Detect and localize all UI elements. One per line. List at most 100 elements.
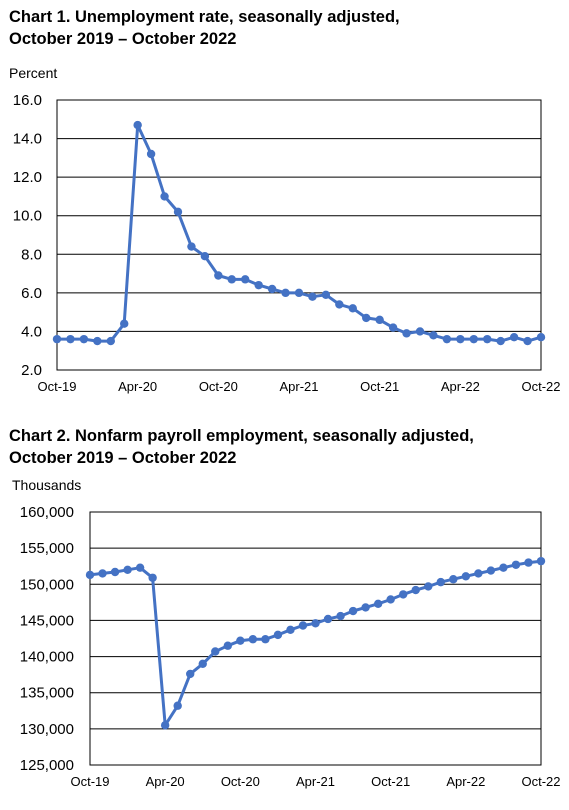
chart2-y-tick-label: 135,000 (20, 685, 74, 702)
chart2-data-point (236, 636, 245, 645)
chart2-data-point (323, 614, 333, 624)
chart2-title-line1: Chart 2. Nonfarm payroll employment, sea… (9, 427, 474, 445)
chart2-data-point (223, 641, 233, 650)
chart1-data-point (388, 323, 398, 332)
chart1-x-tick-label: Apr-22 (441, 379, 480, 394)
chart2-data-point (449, 575, 458, 584)
chart2-data-point (286, 625, 295, 635)
chart1-data-point (160, 192, 169, 201)
chart2-y-unit: Thousands (12, 477, 82, 493)
chart2-data-point (499, 563, 508, 572)
chart2-title: Chart 2. Nonfarm payroll employment, sea… (9, 425, 474, 469)
chart1-data-point (496, 336, 505, 346)
chart2-data-point (173, 701, 182, 710)
chart2-y-tick-label: 125,000 (20, 757, 74, 774)
chart2-data-point (98, 569, 107, 578)
chart2-data-point (424, 582, 433, 591)
chart2-data-point (461, 572, 471, 581)
chart2-data-point (336, 611, 345, 621)
chart1-data-point (469, 334, 478, 344)
chart2-data-point (298, 621, 308, 630)
chart2-x-tick-label: Oct-19 (70, 774, 109, 789)
chart1-data-point (429, 331, 438, 340)
chart1-data-point (308, 292, 317, 301)
chart2-data-point (373, 599, 383, 609)
chart1-title-line1: Chart 1. Unemployment rate, seasonally a… (9, 8, 400, 26)
chart1-data-point (133, 120, 142, 130)
chart1-data-point (227, 275, 236, 284)
chart1-data-point (254, 280, 263, 290)
chart1-data-point (536, 333, 546, 342)
chart2-x-tick-label: Oct-22 (521, 774, 560, 789)
chart2-data-point (436, 577, 445, 587)
chart1-y-tick-label: 6.0 (21, 285, 42, 302)
chart1-data-point (214, 271, 223, 280)
chart2-data-point (311, 619, 320, 628)
chart1-data-point (52, 334, 62, 344)
chart1-data-point (456, 334, 465, 344)
chart1-plot: 2.0 4.0 6.0 8.0 10.0 12.0 14.0 16.0 Oct-19 Apr-20… (13, 92, 561, 394)
chart2-data-point (486, 566, 496, 575)
chart2-data-point (110, 567, 120, 577)
chart2-y-tick-label: 150,000 (20, 576, 74, 593)
chart2-data-point (160, 721, 170, 730)
chart2-data-point (386, 595, 395, 604)
chart2-data-point (411, 585, 420, 595)
chart2-series-line (89, 559, 542, 727)
chart1-data-point (483, 334, 492, 344)
chart1-data-point (294, 288, 304, 298)
chart1-x-tick-label: Apr-21 (279, 379, 318, 394)
chart2-data-point (273, 630, 283, 640)
chart2-y-tick-label: 145,000 (20, 612, 74, 629)
chart1-data-point (267, 284, 277, 294)
chart2-data-point (85, 570, 95, 580)
chart2-y-tick-label: 130,000 (20, 721, 74, 738)
chart1-data-point (66, 334, 75, 344)
chart1-y-tick-label: 16.0 (13, 92, 42, 109)
chart1-data-point (146, 149, 156, 159)
chart1-data-point (173, 207, 183, 217)
chart2-data-point (248, 635, 258, 644)
chart1-data-point (200, 252, 210, 261)
chart2-data-point (186, 669, 195, 679)
chart1-plot-frame (56, 99, 542, 371)
chart2-x-tick-label: Oct-21 (371, 774, 410, 789)
chart2-data-point (198, 659, 207, 668)
chart1-data-point (321, 290, 331, 299)
chart2-data-point (261, 635, 270, 644)
chart2-data-point (135, 563, 145, 572)
chart1-y-tick-label: 14.0 (13, 131, 42, 148)
chart2-data-point (148, 573, 157, 582)
chart2-y-tick-label: 155,000 (20, 540, 74, 557)
chart1-x-tick-label: Oct-19 (37, 379, 76, 394)
chart1-data-point (106, 336, 115, 346)
chart1-title: Chart 1. Unemployment rate, seasonally a… (9, 6, 400, 50)
chart2-data-point (361, 603, 370, 612)
chart2-x-tick-label: Apr-21 (296, 774, 335, 789)
chart1-data-point (120, 319, 129, 328)
chart1-y-tick-label: 4.0 (21, 323, 42, 340)
chart1-y-tick-label: 2.0 (21, 362, 42, 379)
chart2-x-tick-label: Apr-20 (146, 774, 185, 789)
chart1-data-point (523, 336, 532, 346)
chart2-y-tick-label: 140,000 (20, 649, 74, 666)
chart1-data-point (415, 327, 425, 336)
chart2-data-point (348, 606, 358, 616)
chart1-data-point (442, 334, 452, 344)
chart1-data-point (402, 329, 411, 338)
chart2-y-tick-label: 160,000 (20, 504, 74, 521)
chart2-data-point (474, 569, 483, 578)
chart1-y-tick-label: 12.0 (13, 169, 42, 186)
chart2-data-point (123, 565, 132, 575)
chart1-data-point (281, 288, 290, 298)
chart2-plot-frame (89, 511, 542, 766)
chart1-data-point (93, 336, 102, 346)
chart2-data-point (524, 558, 533, 567)
chart2-title-line2: October 2019 – October 2022 (9, 449, 237, 467)
chart1-x-tick-label: Oct-21 (360, 379, 399, 394)
chart1-x-tick-label: Oct-20 (199, 379, 238, 394)
chart1-data-point (241, 275, 250, 284)
chart1-y-tick-label: 8.0 (21, 246, 42, 263)
chart2-data-point (511, 560, 521, 569)
